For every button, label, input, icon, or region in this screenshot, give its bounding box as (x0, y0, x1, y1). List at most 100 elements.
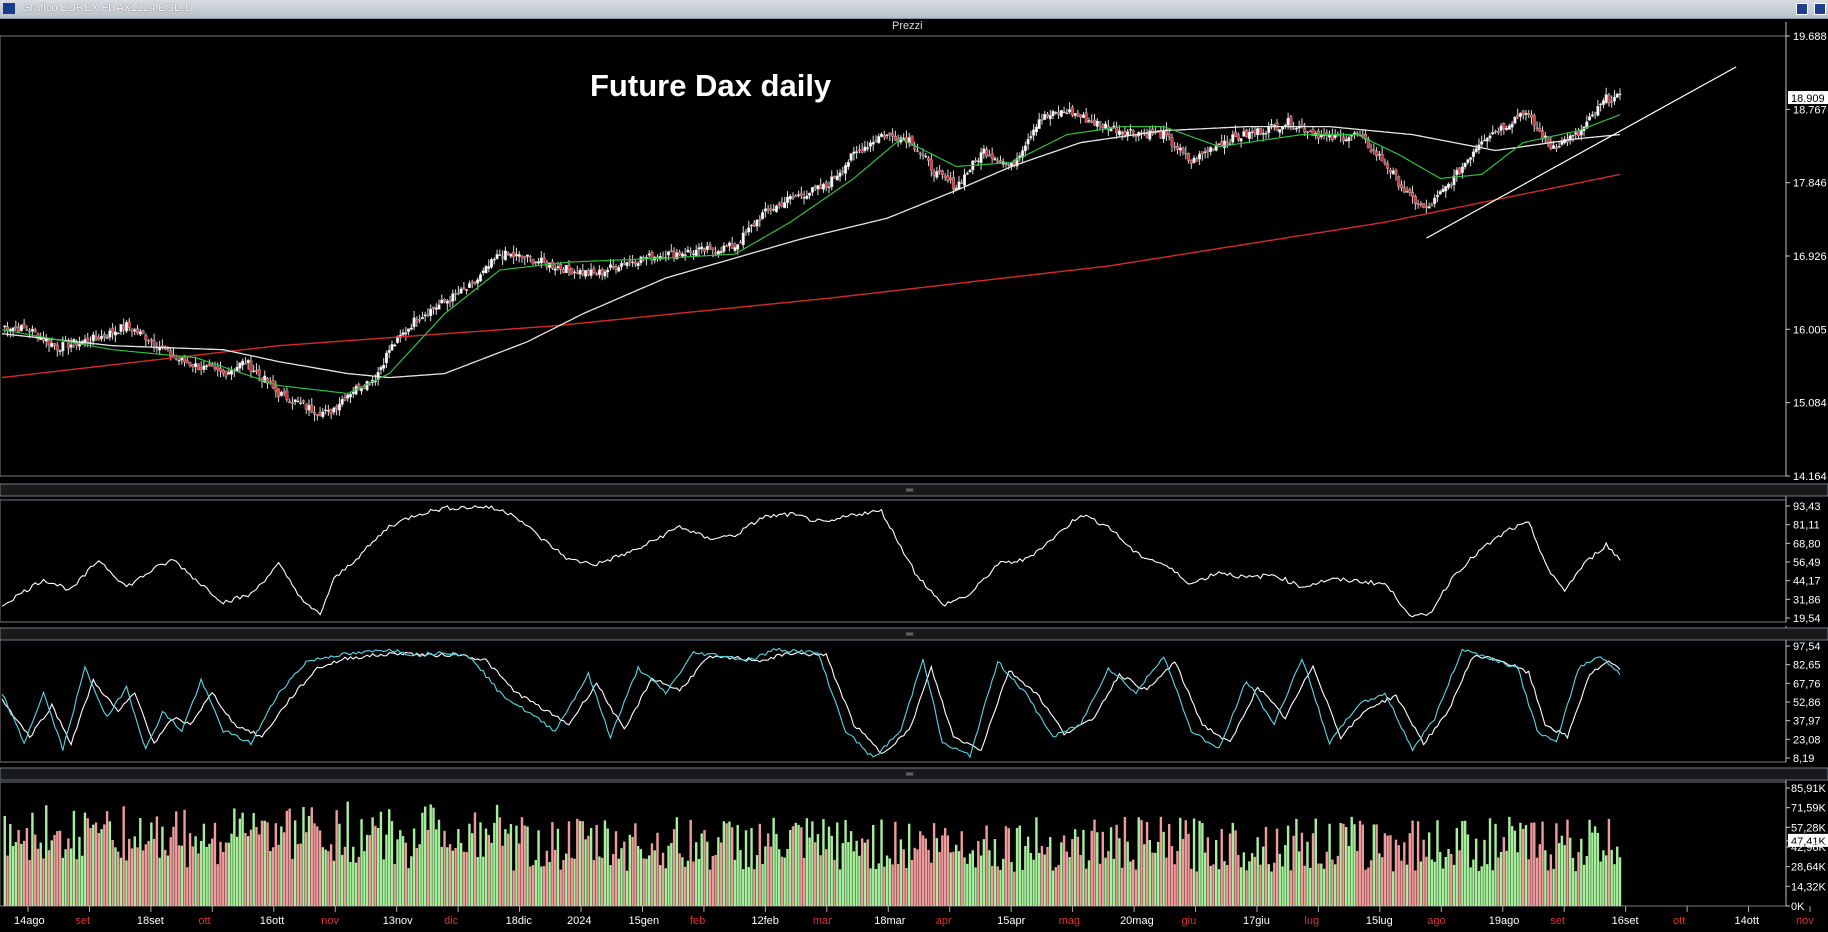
candle-body (1513, 116, 1517, 124)
candle-body (390, 344, 394, 351)
volume-bar (260, 820, 264, 906)
volume-bar (786, 848, 789, 906)
candle-body (993, 158, 997, 161)
candle-body (1601, 100, 1605, 105)
volume-bar (1461, 821, 1464, 906)
volume-bar (36, 848, 40, 906)
volume-bar (1389, 835, 1392, 906)
volume-bar (808, 837, 811, 906)
candle-body (846, 162, 850, 167)
volume-bar (1574, 871, 1577, 906)
volume-bar (675, 817, 679, 906)
candle-body (1491, 132, 1495, 135)
volume-bar (1231, 822, 1234, 906)
volume-bar (963, 857, 966, 906)
candle-body (614, 266, 618, 270)
candle-body (893, 136, 897, 141)
volume-bar (133, 836, 136, 906)
candle-body (1463, 162, 1467, 168)
candle-body (373, 380, 377, 383)
candle-body (1311, 129, 1315, 136)
volume-bar (1281, 866, 1284, 906)
volume-bar (119, 857, 123, 906)
volume-bar (1013, 871, 1016, 906)
candle-body (1444, 186, 1448, 192)
volume-bar (1062, 835, 1066, 906)
candle-body (1104, 123, 1108, 129)
minimize-button[interactable] (1795, 3, 1808, 15)
volume-bar (1104, 857, 1107, 906)
volume-bar (968, 853, 972, 906)
volume-bar (1472, 859, 1475, 906)
candle-body (17, 327, 21, 333)
volume-bar (446, 847, 449, 906)
volume-bar (224, 842, 228, 906)
candle-body (495, 254, 499, 259)
x-tick-label: dic (444, 915, 459, 927)
x-tick-label: 16ott (260, 915, 284, 927)
candle-body (1557, 146, 1561, 148)
candle-body (454, 293, 458, 295)
volume-bar (1220, 829, 1223, 906)
volume-bar (1497, 857, 1500, 906)
volume-bar (825, 849, 828, 906)
volume-bar (1068, 857, 1071, 906)
x-tick-label: set (1550, 915, 1565, 927)
candle-body (149, 339, 153, 342)
volume-bar (1333, 864, 1337, 906)
candle-body (1496, 131, 1500, 133)
volume-bar (20, 843, 23, 906)
candle-body (169, 350, 173, 358)
x-tick-label: mag (1059, 915, 1080, 927)
volume-bar (1145, 822, 1149, 906)
volume-bar (794, 822, 797, 906)
volume-bar (609, 865, 612, 906)
volume-bar (58, 830, 62, 906)
candle-body (218, 367, 222, 372)
candle-body (6, 326, 10, 331)
volume-bar (1555, 823, 1558, 906)
volume-bar (462, 851, 466, 906)
volume-bar (1450, 853, 1453, 906)
candle-body (918, 152, 922, 155)
candle-body (877, 136, 881, 143)
volume-bar (1303, 865, 1306, 906)
volume-bar (728, 821, 731, 906)
volume-bar (899, 839, 903, 906)
candle-body (351, 391, 355, 394)
candle-body (133, 329, 137, 332)
window-titlebar[interactable]: Grafico EUREX.FDAX1224.EOD.D (0, 0, 1828, 19)
volume-bar (1466, 834, 1470, 906)
volume-bar (233, 808, 236, 906)
candle-body (774, 205, 778, 212)
candle-body (249, 360, 253, 372)
volume-bar (717, 837, 720, 906)
volume-bar (703, 829, 706, 906)
volume-bar (169, 837, 172, 906)
x-tick-label: giu (1182, 915, 1197, 927)
volume-bar (772, 817, 775, 906)
volume-bar (659, 865, 662, 906)
volume-bar (399, 830, 402, 906)
volume-bar (92, 824, 95, 906)
close-button[interactable] (1814, 3, 1826, 15)
volume-bar (1530, 822, 1533, 906)
candle-body (1590, 114, 1594, 117)
candle-body (996, 160, 1000, 163)
candle-body (1117, 130, 1121, 136)
x-tick-label: 16set (1612, 915, 1639, 927)
volume-bar (17, 829, 20, 906)
candle-body (47, 339, 51, 346)
volume-bar (830, 835, 833, 906)
candle-body (202, 365, 206, 370)
candle-body (61, 341, 65, 352)
volume-bar (1483, 839, 1486, 906)
candle-body (766, 208, 770, 211)
volume-bar (836, 822, 839, 906)
candle-body (581, 269, 585, 275)
volume-bar (1602, 850, 1605, 906)
candle-body (1032, 129, 1036, 136)
volume-bar (340, 854, 344, 906)
candle-body (603, 271, 607, 277)
